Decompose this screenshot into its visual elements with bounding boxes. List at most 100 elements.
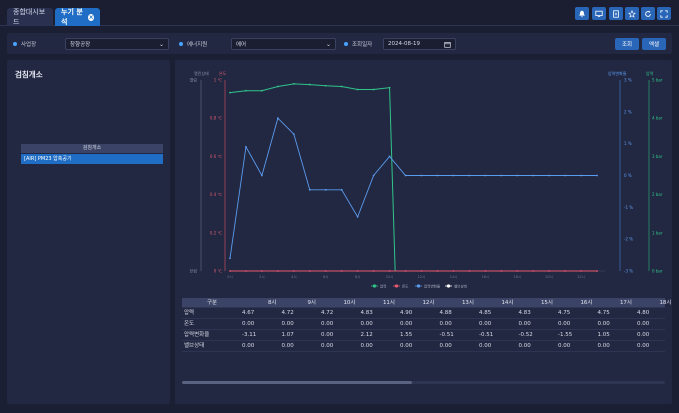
table-cell: 0.00 <box>637 321 650 327</box>
temp-point <box>340 270 343 272</box>
temp-point <box>420 270 423 272</box>
table-cell: 1.55 <box>400 332 413 338</box>
temp-point <box>276 270 279 272</box>
table-cell: 0.00 <box>637 343 650 349</box>
temp-point <box>356 270 359 272</box>
tab-dashboard[interactable]: 종합대시보드 <box>7 8 53 26</box>
refresh-icon <box>645 10 651 17</box>
rate-point <box>340 188 343 191</box>
tab-label: 누기 분석 <box>61 8 83 26</box>
pressure-line <box>229 83 396 272</box>
pressure-tick-label: 1 bar <box>652 230 663 235</box>
rate-point <box>468 174 471 177</box>
temp-point <box>229 270 231 272</box>
temp-point <box>388 270 391 272</box>
table-cell: -0.52 <box>518 332 533 338</box>
document-button[interactable] <box>609 7 623 20</box>
energy-select[interactable]: 에어 ⌄ <box>231 38 336 50</box>
temp-point <box>372 270 375 272</box>
table-cell: 0.00 <box>558 343 571 349</box>
table-cell: 0.00 <box>518 343 531 349</box>
table-cell: 4.88 <box>439 310 452 316</box>
bell-button[interactable] <box>575 7 589 20</box>
filter-bar: 사업장 창향공장 ⌄ 에너지원 에어 ⌄ 조회일자 2024-08-19 조회 엑셀 <box>7 33 672 54</box>
temp-tick-label: 0.6 ℃ <box>210 154 223 159</box>
meter-row-selected[interactable]: [AIR] PM23 압축공기 <box>21 154 163 164</box>
bell-icon <box>579 10 585 17</box>
table-cell: 0.00 <box>637 332 650 338</box>
table-header-hour: 14시 <box>501 300 514 306</box>
excel-button[interactable]: 엑셀 <box>642 38 666 50</box>
temp-point <box>245 270 247 272</box>
chart-panel: 열린상태 온도 압력변화율 압력 열림 닫힘 1 ℃ 0.8 ℃ 0.6 ℃ 0.4 ℃ 0.2 ℃… <box>175 60 672 404</box>
x-tick-label: 10시 <box>386 274 394 279</box>
table-cell: 0.00 <box>321 343 334 349</box>
rate-point <box>596 174 598 177</box>
x-tick-label: 12시 <box>418 274 426 279</box>
pressure-tick-label: 0 bar <box>652 269 663 274</box>
axis-title: 압력 <box>646 70 654 76</box>
pressure-point <box>372 88 375 91</box>
tab-label: 종합대시보드 <box>13 8 46 26</box>
table-header-hour: 16시 <box>580 300 593 306</box>
star-button[interactable] <box>625 7 639 20</box>
table-row-label: 밸브상태 <box>184 343 205 349</box>
scrollbar-thumb[interactable] <box>182 381 412 384</box>
temp-tick-label: 1 ℃ <box>214 78 223 83</box>
table-cell: 0.00 <box>479 321 492 327</box>
x-tick-label: 22시 <box>577 274 585 279</box>
tab-leak-analysis[interactable]: 누기 분석 × <box>55 8 100 26</box>
temp-point <box>308 270 311 272</box>
document-icon <box>613 9 619 18</box>
temp-point <box>261 270 263 272</box>
table-cell: -0.51 <box>439 332 454 338</box>
monitor-button[interactable] <box>592 7 606 20</box>
close-icon[interactable]: × <box>88 13 94 21</box>
temp-point <box>564 270 566 272</box>
table-cell: 0.00 <box>400 321 413 327</box>
temp-point <box>596 270 598 272</box>
site-select[interactable]: 창향공장 ⌄ <box>65 38 169 50</box>
table-cell: 4.75 <box>558 310 571 316</box>
monitor-icon <box>595 10 603 17</box>
table-cell: -0.51 <box>479 332 494 338</box>
valve-tick-label: 열림 <box>190 77 198 83</box>
temp-point <box>532 270 535 272</box>
rate-tick-label: -1 % <box>624 205 633 210</box>
meter-table-header: 검침개소 <box>21 144 163 153</box>
legend-marker <box>372 284 377 288</box>
chevron-down-icon: ⌄ <box>158 40 164 48</box>
energy-value: 에어 <box>236 42 247 48</box>
temp-point <box>292 270 295 272</box>
temp-point <box>404 270 407 272</box>
bullet-icon <box>179 42 183 46</box>
calendar-icon[interactable] <box>444 41 451 48</box>
table-row-label: 온도 <box>184 321 195 327</box>
table-cell: -3.11 <box>242 332 257 338</box>
table-cell: 0.00 <box>281 343 294 349</box>
rate-point <box>372 174 375 177</box>
temp-tick-label: 0.2 ℃ <box>210 230 223 235</box>
legend-label: 밸브상태 <box>454 284 467 289</box>
rate-point <box>500 174 503 177</box>
pressure-point <box>388 86 391 89</box>
pressure-point <box>261 89 263 92</box>
pressure-tick-label: 3 bar <box>652 154 663 159</box>
rate-point <box>324 188 327 191</box>
table-cell: 4.67 <box>242 310 255 316</box>
rate-point <box>580 174 582 177</box>
temp-point <box>516 270 519 272</box>
refresh-button[interactable] <box>641 7 655 20</box>
date-input[interactable]: 2024-08-19 <box>383 38 456 50</box>
fullscreen-button[interactable] <box>657 7 671 20</box>
pressure-tick-label: 2 bar <box>652 192 663 197</box>
temp-point <box>484 270 487 272</box>
rate-tick-label: 2 % <box>624 109 632 114</box>
table-cell: 4.83 <box>518 310 531 316</box>
horizontal-scrollbar[interactable] <box>182 381 665 384</box>
table-header-hour: 17시 <box>619 300 632 306</box>
legend-marker <box>416 284 421 288</box>
date-label: 조회일자 <box>344 40 372 48</box>
x-tick-label: 0시 <box>227 274 232 279</box>
search-button[interactable]: 조회 <box>615 38 639 50</box>
